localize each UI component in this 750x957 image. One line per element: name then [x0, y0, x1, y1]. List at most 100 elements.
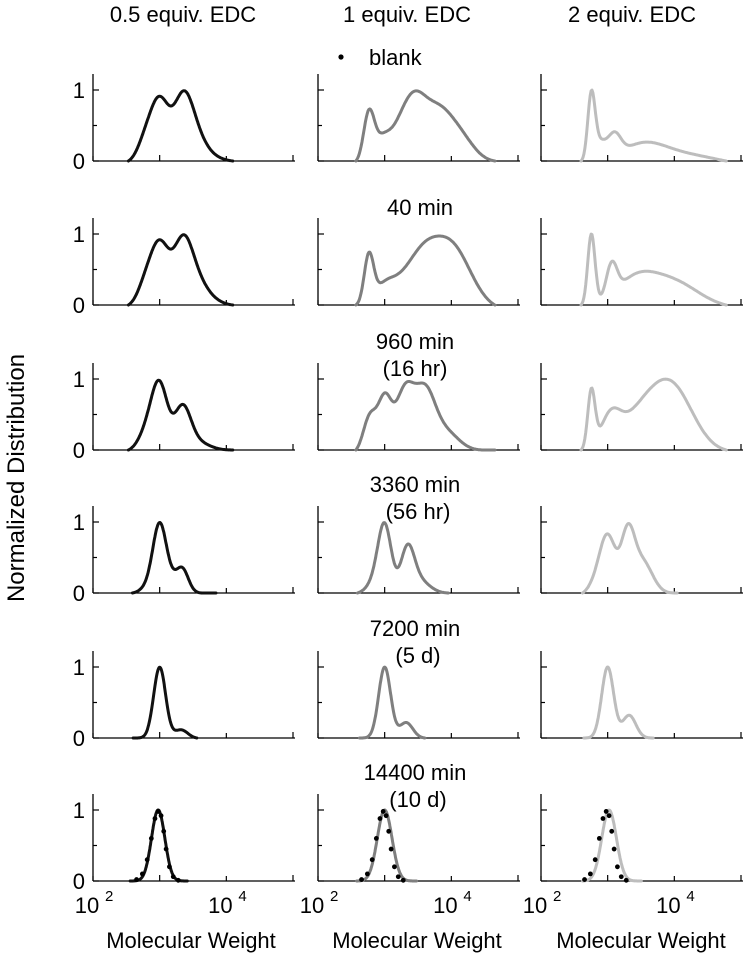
- y-tick-label: 1: [73, 655, 85, 680]
- y-tick-label: 1: [73, 798, 85, 823]
- panel: [317, 651, 520, 740]
- blank-point: [386, 828, 392, 834]
- legend-label: blank: [369, 45, 423, 70]
- panel: 0 1 10 2 10 4: [73, 794, 295, 918]
- row-label: 40 min: [387, 195, 453, 220]
- x-axis-label: Molecular Weight: [556, 928, 726, 953]
- column-title: 1 equiv. EDC: [343, 2, 471, 27]
- series-line: [355, 521, 450, 595]
- x-tick-exponent: 4: [238, 888, 246, 905]
- row-label: (10 d): [389, 787, 446, 812]
- y-tick-label: 0: [73, 149, 85, 174]
- panel: [540, 74, 743, 163]
- blank-point: [383, 813, 389, 819]
- x-tick-label: 10: [433, 893, 457, 918]
- series-line: [128, 808, 189, 883]
- blank-point: [380, 809, 386, 814]
- x-axis-labels: Molecular Weight Molecular Weight Molecula…: [106, 928, 726, 953]
- y-tick-label: 0: [73, 726, 85, 751]
- y-axis-label: Normalized Distribution: [3, 354, 30, 602]
- panel: [540, 651, 743, 740]
- blank-point: [606, 813, 612, 819]
- blank-point: [373, 836, 379, 841]
- blank-point: [392, 864, 397, 870]
- y-tick-label: 0: [73, 869, 85, 894]
- x-tick-label: 10: [75, 893, 99, 918]
- panel: 10 2 10 4: [300, 794, 520, 918]
- blank-point: [623, 877, 629, 883]
- blank-point: [618, 874, 624, 880]
- panel: [540, 218, 743, 307]
- blank-point: [144, 857, 150, 863]
- blank-point: [170, 874, 176, 880]
- blank-point: [158, 813, 164, 819]
- series-line: [581, 808, 643, 883]
- blank-point: [609, 828, 615, 834]
- panel: [317, 74, 520, 163]
- y-tick-label: 0: [73, 438, 85, 463]
- x-tick-exponent: 2: [105, 888, 113, 905]
- panel: [317, 506, 520, 595]
- blank-point: [148, 836, 154, 841]
- panel: [317, 218, 520, 307]
- blank-point: [587, 871, 593, 877]
- column-title: 2 equiv. EDC: [568, 2, 696, 27]
- blank-point: [175, 877, 181, 883]
- blank-point: [377, 816, 383, 821]
- x-tick-label: 10: [656, 893, 680, 918]
- blank-point: [611, 846, 617, 852]
- panel: 01: [73, 651, 295, 751]
- panel: 01: [73, 74, 295, 174]
- panel: [540, 363, 743, 452]
- blank-point: [152, 816, 158, 821]
- series-line: [354, 234, 497, 307]
- blank-point: [139, 871, 145, 877]
- row-label: 960 min: [376, 329, 454, 354]
- x-tick-label: 10: [300, 893, 324, 918]
- blank-point: [388, 846, 394, 852]
- legend-marker: [338, 54, 344, 60]
- legend: blank: [338, 45, 423, 70]
- blank-point: [603, 809, 609, 814]
- series-line: [126, 89, 235, 163]
- blank-point: [600, 816, 606, 821]
- series-line: [126, 378, 235, 452]
- x-tick-exponent: 2: [553, 888, 561, 905]
- blank-point: [161, 828, 167, 834]
- row-label: 3360 min: [370, 472, 461, 497]
- series-line: [582, 665, 655, 740]
- x-tick-exponent: 2: [330, 888, 338, 905]
- row-labels: 40 min 960 min(16 hr) 3360 min(56 hr) 7200 …: [364, 195, 467, 812]
- row-label: 14400 min: [364, 760, 467, 785]
- panel: 01: [73, 363, 295, 463]
- blank-point: [592, 857, 598, 863]
- column-titles: 0.5 equiv. EDC 1 equiv. EDC 2 equiv. EDC: [110, 2, 696, 27]
- y-tick-label: 0: [73, 581, 85, 606]
- panel: 01: [73, 506, 295, 606]
- x-tick-label: 10: [523, 893, 547, 918]
- x-tick-exponent: 4: [463, 888, 471, 905]
- panel: 01: [73, 218, 295, 318]
- series-line: [354, 89, 497, 163]
- row-label: (56 hr): [386, 499, 451, 524]
- blank-point: [134, 877, 139, 882]
- panel: [317, 363, 520, 452]
- series-line: [579, 232, 728, 307]
- series-line: [355, 808, 418, 883]
- series-line: [579, 88, 728, 163]
- y-tick-label: 1: [73, 222, 85, 247]
- panel: [540, 506, 743, 595]
- blank-point: [369, 857, 375, 863]
- x-tick-label: 10: [208, 893, 232, 918]
- y-tick-label: 0: [73, 293, 85, 318]
- series-line: [131, 665, 199, 740]
- blank-point: [163, 846, 169, 852]
- y-tick-label: 1: [73, 510, 85, 535]
- series-line: [581, 522, 679, 595]
- row-label: (16 hr): [383, 356, 448, 381]
- blank-point: [155, 809, 161, 814]
- blank-point: [359, 877, 364, 882]
- row-label: 7200 min: [370, 616, 461, 641]
